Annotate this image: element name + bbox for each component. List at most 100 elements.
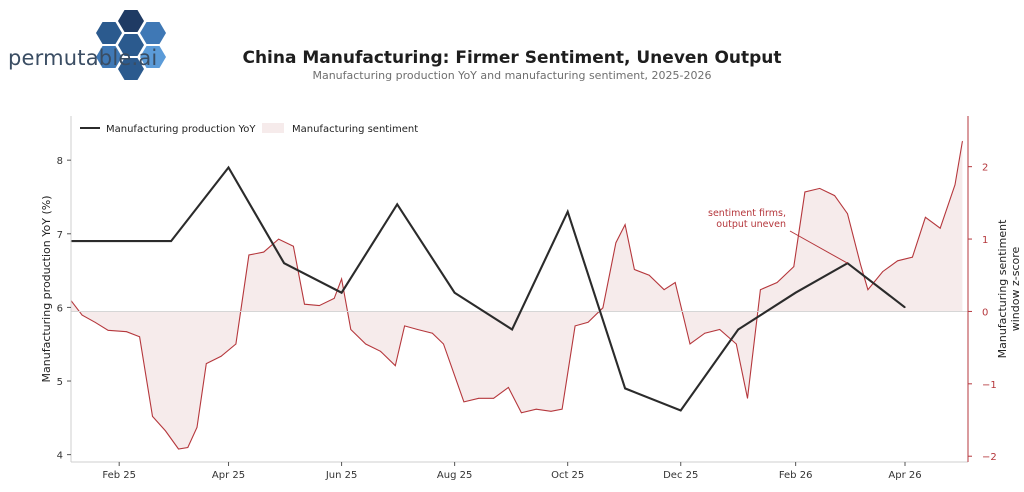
y-tick-label: 4 <box>57 451 63 462</box>
sentiment-point <box>333 298 335 299</box>
sentiment-point <box>443 343 444 345</box>
x-tick-label: Apr 26 <box>888 470 921 481</box>
logo <box>96 10 166 80</box>
sentiment-point <box>962 140 963 142</box>
sentiment-point <box>587 321 589 323</box>
y2-tick-label: 1 <box>982 235 988 246</box>
sentiment-point <box>897 260 898 262</box>
x-tick-label: Apr 25 <box>212 470 245 481</box>
sentiment-point <box>404 325 405 327</box>
production-point <box>567 211 569 213</box>
y-tick-label: 7 <box>57 230 63 241</box>
sentiment-point <box>417 329 418 330</box>
production-point <box>396 203 398 205</box>
sentiment-point <box>834 195 835 197</box>
y2-axis-label: window z-score <box>1009 247 1022 332</box>
production-point <box>454 292 456 294</box>
sentiment-point <box>615 242 617 244</box>
sentiment-point <box>912 256 913 258</box>
sentiment-point <box>350 329 352 330</box>
sentiment-point <box>304 303 305 305</box>
production-point <box>795 292 797 294</box>
sentiment-point <box>220 355 222 357</box>
logo-hexagon <box>118 10 144 32</box>
y-axis-label: Manufacturing production YoY (%) <box>40 196 53 383</box>
sentiment-point <box>318 305 320 306</box>
sentiment-point <box>380 350 381 352</box>
sentiment-point <box>719 329 721 330</box>
sentiment-point <box>574 325 576 327</box>
sentiment-point <box>939 227 941 229</box>
sentiment-point <box>263 251 265 253</box>
sentiment-point <box>602 307 604 309</box>
y2-tick-label: −1 <box>982 380 997 391</box>
y2-axis-label: Manufacturing sentiment <box>996 219 1009 358</box>
sentiment-point <box>860 264 861 265</box>
x-tick-label: Feb 25 <box>102 470 136 481</box>
production-point <box>341 292 343 294</box>
logo-hexagon <box>140 22 166 44</box>
sentiment-point <box>478 397 480 399</box>
legend-sentiment-swatch <box>262 123 284 133</box>
production-point <box>511 328 513 331</box>
chart-subtitle: Manufacturing production YoY and manufac… <box>312 69 712 82</box>
sentiment-point <box>954 184 956 186</box>
legend-sentiment-label: Manufacturing sentiment <box>292 124 418 135</box>
sentiment-point <box>535 408 537 410</box>
sentiment-point <box>882 271 884 272</box>
y-tick-label: 8 <box>57 156 63 167</box>
y2-tick-label: 0 <box>982 307 988 318</box>
sentiment-point <box>508 387 509 388</box>
y2-tick-label: 2 <box>982 163 988 174</box>
sentiment-point <box>178 448 179 450</box>
production-point <box>904 306 906 308</box>
sentiment-point <box>493 397 494 399</box>
sentiment-point <box>293 245 294 247</box>
sentiment-point <box>432 332 433 334</box>
sentiment-point <box>689 343 691 345</box>
sentiment-point <box>196 426 198 428</box>
logo-hexagon <box>118 58 144 80</box>
sentiment-point <box>94 321 96 323</box>
sentiment-point <box>867 289 869 291</box>
sentiment-point <box>760 289 761 291</box>
sentiment-point <box>776 282 778 283</box>
annotation-text: output uneven <box>716 219 786 230</box>
y2-tick-label: −2 <box>982 452 997 463</box>
annotation-arrow <box>789 230 848 264</box>
sentiment-point <box>804 191 806 193</box>
logo-hexagon <box>96 46 122 68</box>
sentiment-point <box>735 343 737 345</box>
legend-production-label: Manufacturing production YoY <box>106 124 256 135</box>
production-point <box>227 166 230 169</box>
sentiment-point <box>925 216 926 218</box>
sentiment-point <box>152 416 153 417</box>
production-point <box>737 328 739 331</box>
sentiment-point <box>747 397 748 399</box>
logo-text: permutable.ai <box>8 46 158 70</box>
sentiment-point <box>394 365 396 367</box>
sentiment-point <box>819 188 821 189</box>
logo-hexagon <box>118 34 144 56</box>
logo-hexagon <box>96 22 122 44</box>
production-point <box>624 387 626 389</box>
sentiment-area <box>71 141 963 450</box>
sentiment-point <box>847 213 848 215</box>
sentiment-point <box>674 282 676 283</box>
sentiment-point <box>248 254 250 256</box>
production-point <box>170 240 172 242</box>
sentiment-point <box>107 329 109 331</box>
sentiment-point <box>634 269 635 270</box>
sentiment-point <box>278 238 279 240</box>
sentiment-point <box>341 278 342 280</box>
sentiment-point <box>205 363 207 364</box>
sentiment-point <box>624 224 626 226</box>
sentiment-point <box>793 266 795 267</box>
x-tick-label: Aug 25 <box>437 470 472 481</box>
production-point <box>680 409 682 412</box>
sentiment-series-line <box>70 141 963 450</box>
chart-title: China Manufacturing: Firmer Sentiment, U… <box>242 48 782 68</box>
logo-hexagon <box>140 46 166 68</box>
y-tick-label: 6 <box>57 303 63 314</box>
